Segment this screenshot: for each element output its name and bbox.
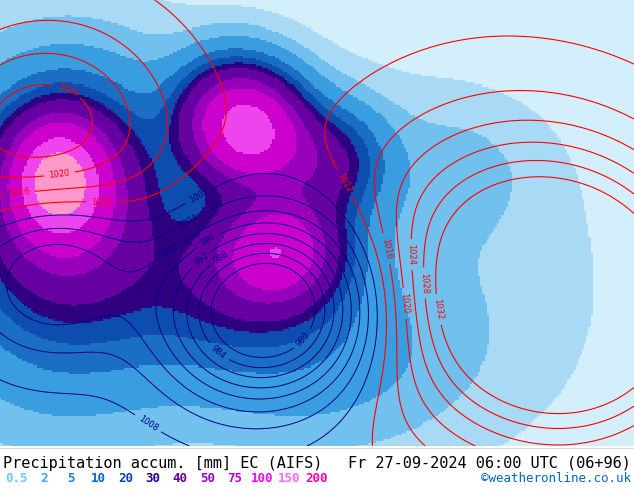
Polygon shape (380, 67, 634, 379)
Text: Precipitation accum. [mm] EC (AIFS): Precipitation accum. [mm] EC (AIFS) (3, 456, 323, 470)
Text: 1024: 1024 (56, 81, 79, 98)
Text: 992: 992 (193, 250, 210, 267)
Text: 1024: 1024 (406, 244, 416, 265)
Polygon shape (95, 0, 444, 76)
Text: Fr 27-09-2024 06:00 UTC (06+96): Fr 27-09-2024 06:00 UTC (06+96) (348, 456, 631, 470)
Text: 10: 10 (91, 472, 106, 485)
Text: 1028: 1028 (419, 272, 429, 294)
Text: 40: 40 (172, 472, 188, 485)
Text: 996: 996 (199, 232, 217, 248)
Text: 5: 5 (67, 472, 75, 485)
Text: 988: 988 (211, 249, 230, 266)
Text: 1004: 1004 (177, 213, 200, 231)
Text: 1012: 1012 (91, 197, 112, 207)
Polygon shape (101, 18, 266, 134)
Text: 1020: 1020 (399, 293, 410, 314)
Text: 1012: 1012 (335, 172, 354, 195)
Text: 75: 75 (227, 472, 242, 485)
Text: ©weatheronline.co.uk: ©weatheronline.co.uk (481, 472, 631, 485)
Text: 20: 20 (118, 472, 133, 485)
Text: 1008: 1008 (136, 414, 159, 433)
Text: 1016: 1016 (8, 187, 30, 198)
Text: 984: 984 (209, 343, 228, 361)
Text: 0.5: 0.5 (6, 472, 28, 485)
Text: 1032: 1032 (432, 298, 444, 320)
Text: 980: 980 (295, 331, 312, 348)
Text: 100: 100 (250, 472, 273, 485)
Text: 2: 2 (40, 472, 48, 485)
Text: 50: 50 (200, 472, 215, 485)
Text: 150: 150 (278, 472, 300, 485)
Text: 1000: 1000 (158, 242, 181, 261)
Text: 1020: 1020 (48, 169, 70, 180)
Text: 200: 200 (305, 472, 327, 485)
Text: 1016: 1016 (380, 237, 393, 260)
Text: 1008: 1008 (188, 187, 210, 205)
Text: 30: 30 (145, 472, 160, 485)
